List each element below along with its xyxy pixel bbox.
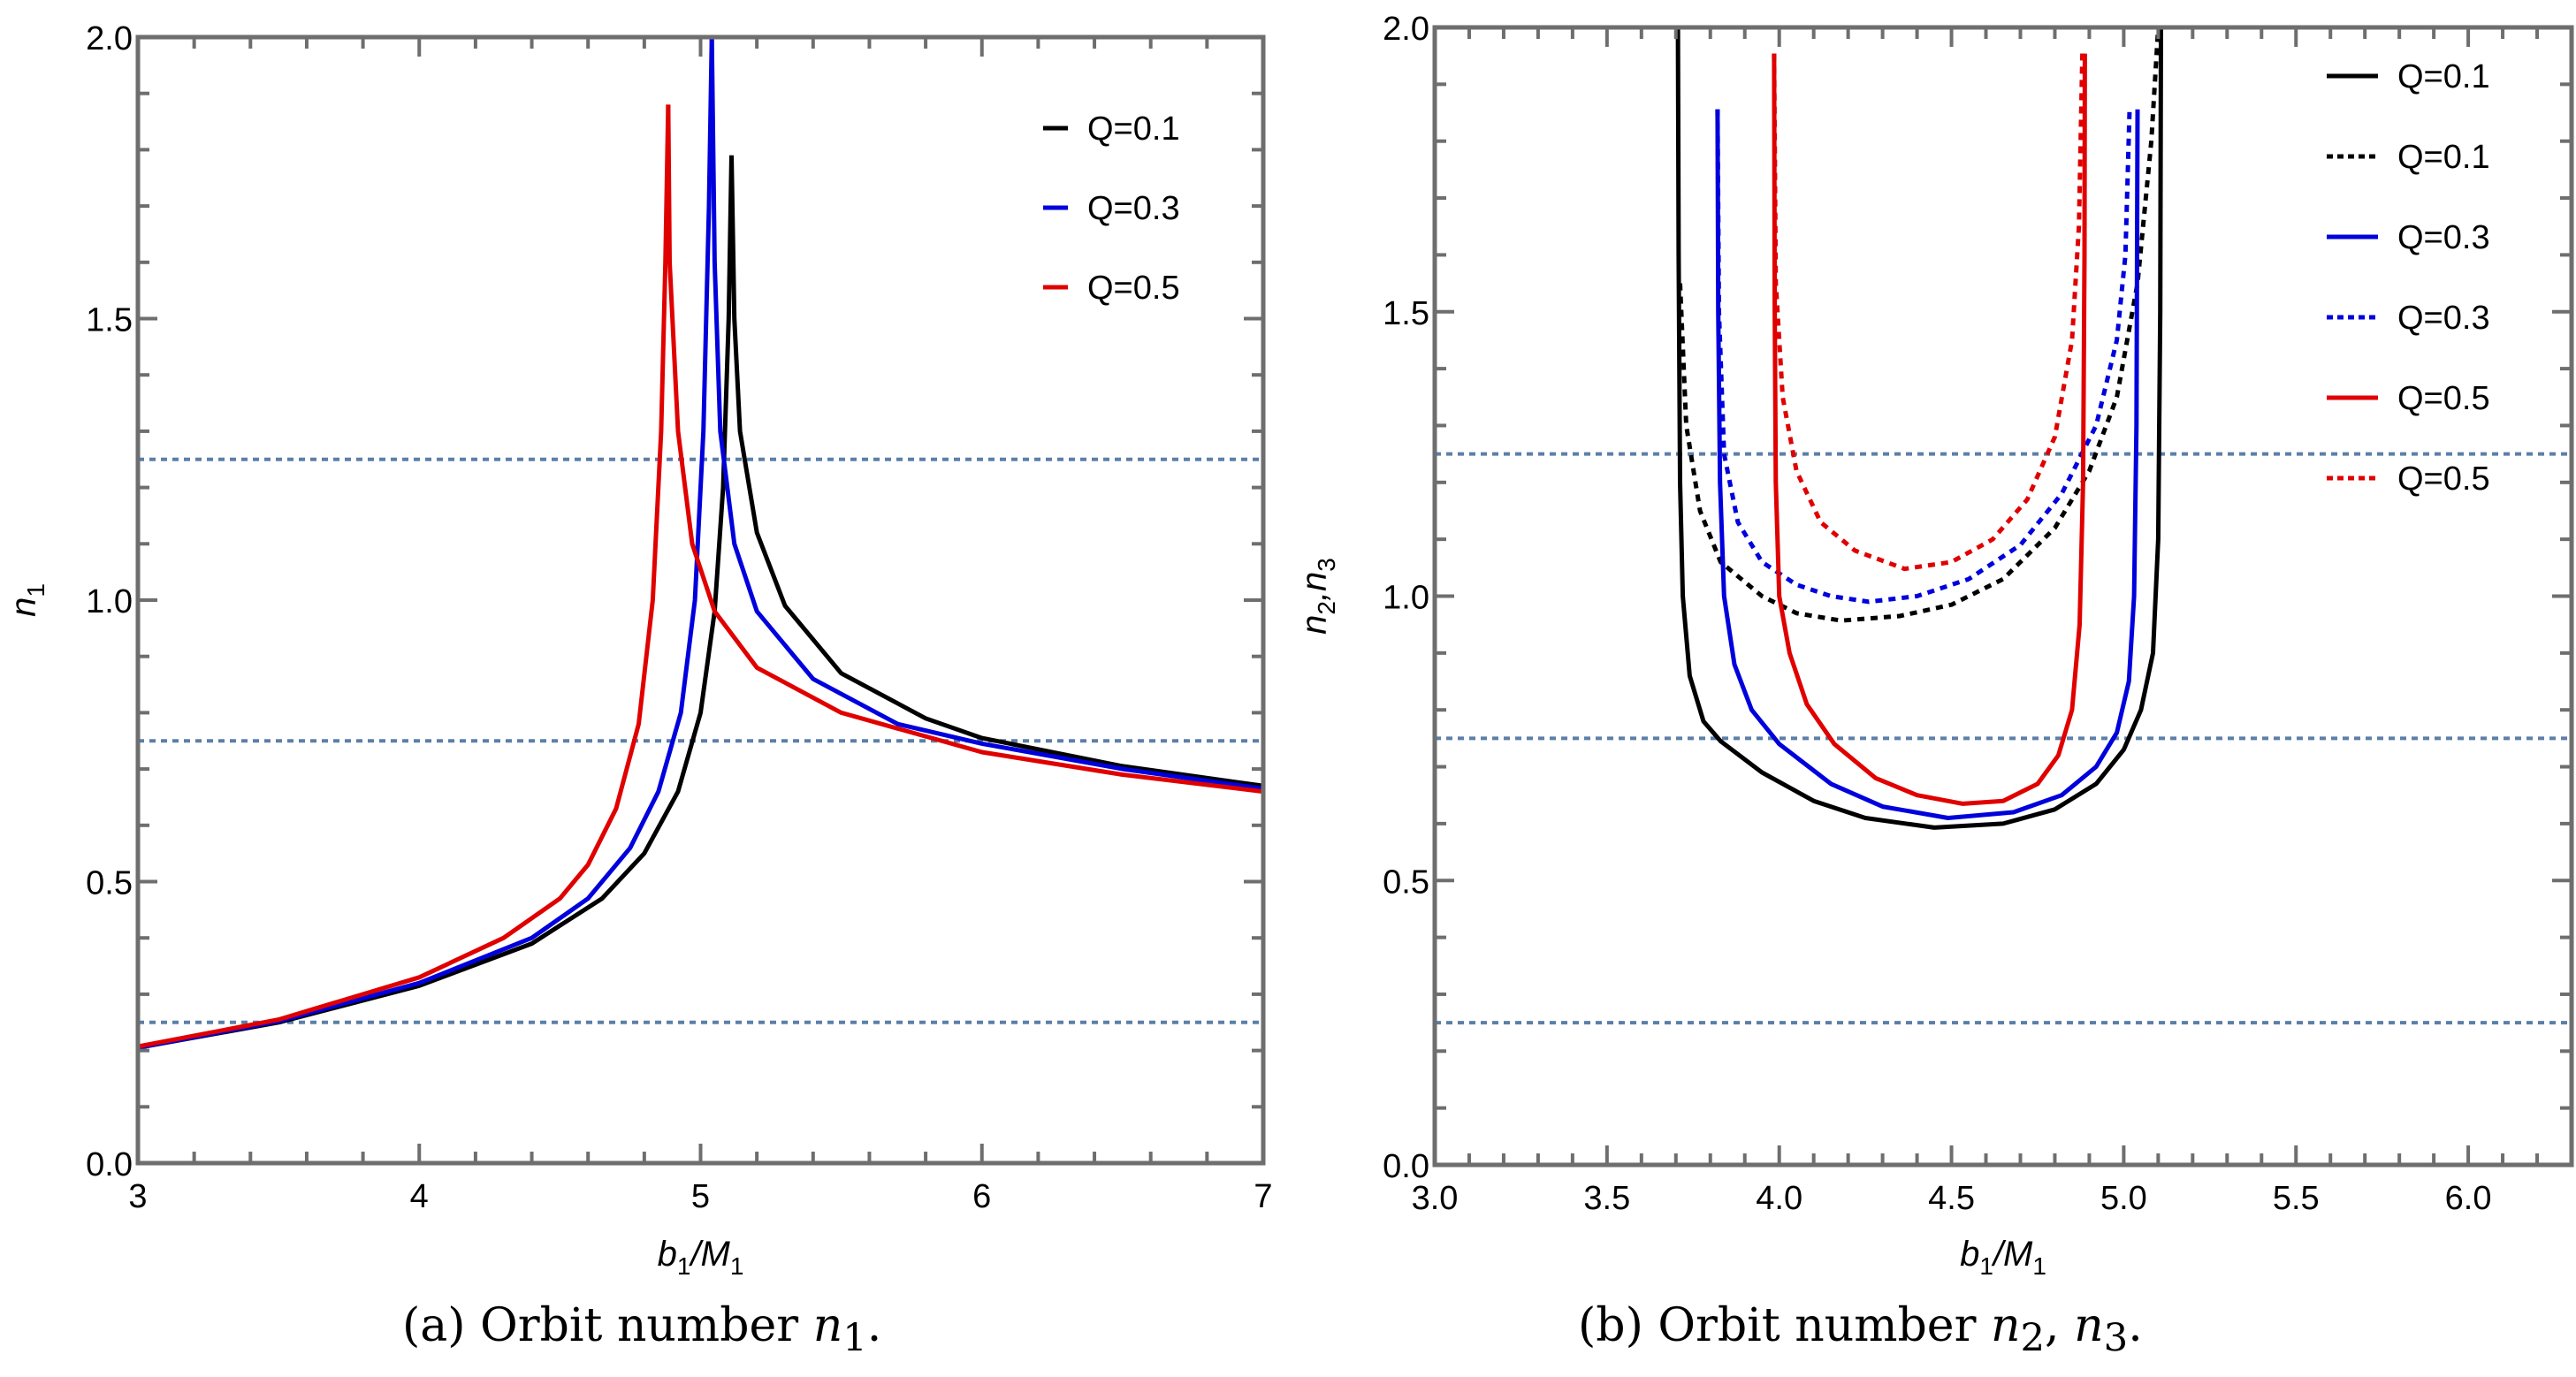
y-tick-label: 0.5 [86, 865, 133, 902]
caption-b-text: (b) Orbit number [1578, 1299, 1991, 1352]
x-axis-label: b1/M1 [658, 1235, 744, 1280]
plot-frame [1432, 25, 2574, 1168]
x-tick-label: 5.5 [2273, 1180, 2320, 1217]
caption-b-var2: n [2074, 1299, 2104, 1352]
caption-a-text: (a) Orbit number [402, 1299, 813, 1352]
caption-b: (b) Orbit number n2, n3. [1578, 1299, 2143, 1360]
y-tick-label: 0.0 [1383, 1148, 1429, 1185]
legend: Q=0.1 Q=0.1 Q=0.3 Q=0.3 Q=0.5 Q=0.5 [2327, 58, 2490, 498]
x-tick-label: 4 [410, 1178, 429, 1215]
legend-label-1: Q=0.1 [2397, 139, 2490, 176]
series-line-Q03-solid-seg0 [138, 37, 714, 1050]
series-line-Q03-dotted-seg0 [1715, 109, 2132, 605]
series-line-Q03-solid-seg1 [709, 37, 1263, 791]
y-tick-label: 1.0 [86, 583, 133, 620]
x-tick-label: 6.0 [2445, 1180, 2492, 1217]
caption-b-var: n [1990, 1299, 2021, 1352]
legend-label-1: Q=0.3 [1087, 190, 1180, 227]
x-tick-label: 3.5 [1583, 1180, 1630, 1217]
x-axis-label-part: 1 [2032, 1252, 2046, 1280]
x-tick-label: 3.0 [1412, 1180, 1459, 1217]
series-line-Q05-solid-seg0 [1772, 53, 2087, 806]
x-axis-label-part: b [658, 1235, 677, 1274]
y-axis-label-part: n [4, 597, 43, 617]
legend-label-3: Q=0.3 [2397, 300, 2490, 337]
y-axis-label-part: 2 [1313, 601, 1340, 615]
series-line-Q01-solid-seg0 [1675, 27, 2163, 830]
legend-label-0: Q=0.1 [2397, 58, 2490, 95]
caption-b-mid: , [2045, 1299, 2075, 1352]
y-axis-label-part: n [1295, 615, 1334, 635]
y-tick-label: 2.0 [1383, 11, 1429, 48]
y-tick-label: 0.5 [1383, 863, 1429, 901]
legend-label-4: Q=0.5 [2397, 380, 2490, 417]
x-tick-label: 4.5 [1928, 1180, 1975, 1217]
x-axis-label-part: b [1960, 1235, 1979, 1274]
x-tick-label: 5 [691, 1178, 710, 1215]
series-line-Q01-dotted-seg0 [1678, 27, 2161, 623]
y-axis-label: n1 [4, 583, 50, 617]
legend-label-2: Q=0.5 [1087, 270, 1180, 307]
x-axis-label-part: /M [1991, 1235, 2033, 1274]
plot-a: 3 4 5 6 70.00.51.01.52.0b1/M1n1Q=0.1Q=0.3Q=0… [4, 20, 1273, 1280]
series-line-Q05-solid-seg0 [138, 104, 671, 1049]
series-line-Q05-solid-seg1 [666, 104, 1263, 795]
plot-b: 3.0 3.5 4.0 4.5 5.0 5.5 6.00.00.51.01.52.0b1/M… [1295, 11, 2574, 1280]
caption-a-var: n [812, 1299, 843, 1352]
x-axis-label-part: 1 [1979, 1252, 1993, 1280]
caption-a: (a) Orbit number n1. [402, 1299, 881, 1360]
x-axis-label-part: 1 [730, 1252, 744, 1280]
y-tick-label: 1.5 [1383, 295, 1429, 332]
legend-label-2: Q=0.3 [2397, 219, 2490, 256]
y-tick-label: 0.0 [86, 1146, 133, 1183]
x-axis-label-part: 1 [677, 1252, 691, 1280]
caption-b-suffix: . [2128, 1299, 2143, 1352]
y-axis-label-part: 1 [22, 583, 50, 597]
caption-a-sub: 1 [842, 1316, 867, 1361]
x-tick-label: 5.0 [2100, 1180, 2147, 1217]
x-tick-label: 4.0 [1756, 1180, 1802, 1217]
y-axis-label: n2,n3 [1295, 558, 1340, 635]
legend: Q=0.1 Q=0.3 Q=0.5 [1043, 110, 1180, 307]
series-line-Q01-solid-seg1 [729, 155, 1263, 788]
legend-label-5: Q=0.5 [2397, 460, 2490, 498]
x-tick-label: 7 [1254, 1178, 1272, 1215]
caption-b-sub2: 3 [2103, 1316, 2129, 1361]
caption-b-sub: 2 [2020, 1316, 2046, 1361]
caption-a-suffix: . [866, 1299, 882, 1352]
y-axis-label-part: ,n [1295, 572, 1334, 601]
x-tick-label: 3 [128, 1178, 147, 1215]
y-tick-label: 2.0 [86, 20, 133, 57]
series-line-Q05-dotted-seg0 [1772, 53, 2085, 572]
legend-label-0: Q=0.1 [1087, 110, 1180, 148]
x-axis-label: b1/M1 [1960, 1235, 2046, 1280]
y-axis-label-part: 3 [1313, 558, 1340, 572]
series-line-Q03-solid-seg0 [1715, 109, 2140, 820]
y-tick-label: 1.0 [1383, 580, 1429, 617]
x-tick-label: 6 [972, 1178, 991, 1215]
y-tick-label: 1.5 [86, 302, 133, 339]
x-axis-label-part: /M [688, 1235, 730, 1274]
series-line-Q01-solid-seg0 [138, 155, 734, 1050]
